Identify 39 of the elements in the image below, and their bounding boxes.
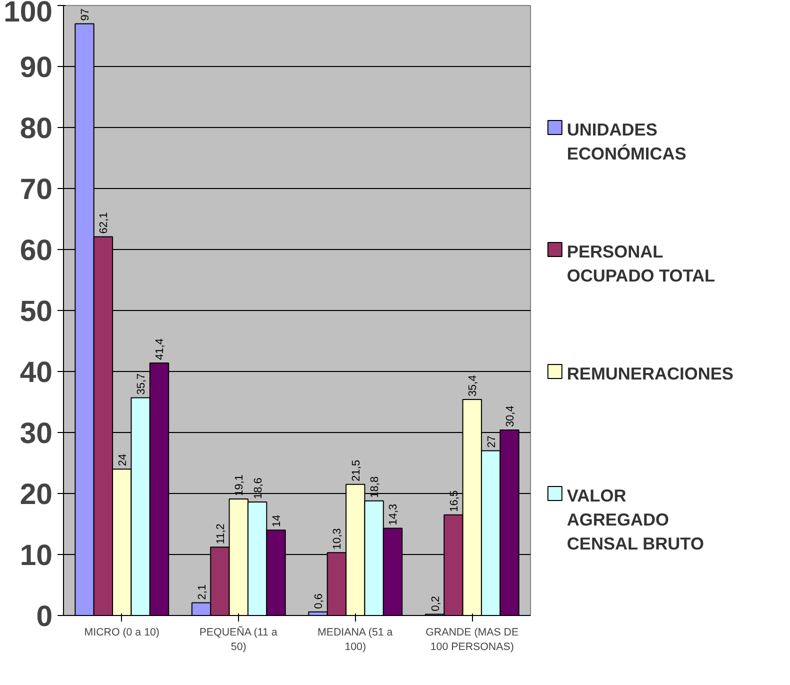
- y-tick-label: 70: [20, 173, 53, 206]
- data-label: 16,5: [448, 490, 460, 512]
- y-tick-label: 0: [36, 600, 52, 633]
- y-tick-label: 20: [20, 478, 53, 511]
- y-tick-label: 10: [20, 539, 53, 572]
- legend-label: UNIDADES ECONÓMICAS: [566, 120, 686, 164]
- data-label: 35,7: [136, 373, 148, 395]
- x-tick-label: MEDIANA (51 a 100): [317, 626, 393, 653]
- data-label: 19,1: [234, 474, 246, 496]
- data-label: 2,1: [196, 584, 208, 600]
- data-label: 11,2: [214, 524, 227, 544]
- y-tick-label: 100: [4, 0, 53, 28]
- legend-label: VALOR AGREGADO CENSAL BRUTO: [566, 486, 704, 554]
- y-tick-label: 90: [20, 51, 53, 84]
- legend-label: PERSONAL OCUPADO TOTAL: [566, 242, 716, 286]
- data-label: 0,6: [313, 594, 326, 609]
- x-tick-label: PEQUEÑA (11 a 50): [199, 626, 278, 653]
- data-label: 97: [80, 8, 92, 21]
- y-tick-label: 80: [20, 112, 53, 145]
- data-label: 14: [270, 514, 283, 528]
- legend-label: REMUNERACIONES: [566, 364, 734, 384]
- x-tick-label: GRANDE (MAS DE 100 PERSONAS): [426, 626, 519, 653]
- y-tick-label: 60: [20, 234, 53, 267]
- data-label: 27: [486, 436, 498, 448]
- x-tick-label: MICRO (0 a 10): [84, 626, 160, 638]
- data-label: 18,6: [252, 478, 264, 500]
- data-label: 18,8: [369, 476, 382, 498]
- data-label: 35,4: [467, 375, 480, 397]
- data-label: 30,4: [504, 406, 516, 428]
- y-tick-label: 50: [20, 295, 53, 328]
- data-label: 21,5: [350, 460, 362, 482]
- data-label: 62,1: [98, 212, 110, 234]
- data-label: 14,3: [388, 504, 400, 526]
- data-label: 41,4: [154, 338, 166, 360]
- y-tick-label: 40: [20, 356, 53, 389]
- y-tick-label: 30: [20, 417, 53, 450]
- data-label: 24: [116, 454, 129, 466]
- data-label: 10,3: [332, 528, 344, 550]
- data-label: 0,2: [430, 596, 442, 612]
